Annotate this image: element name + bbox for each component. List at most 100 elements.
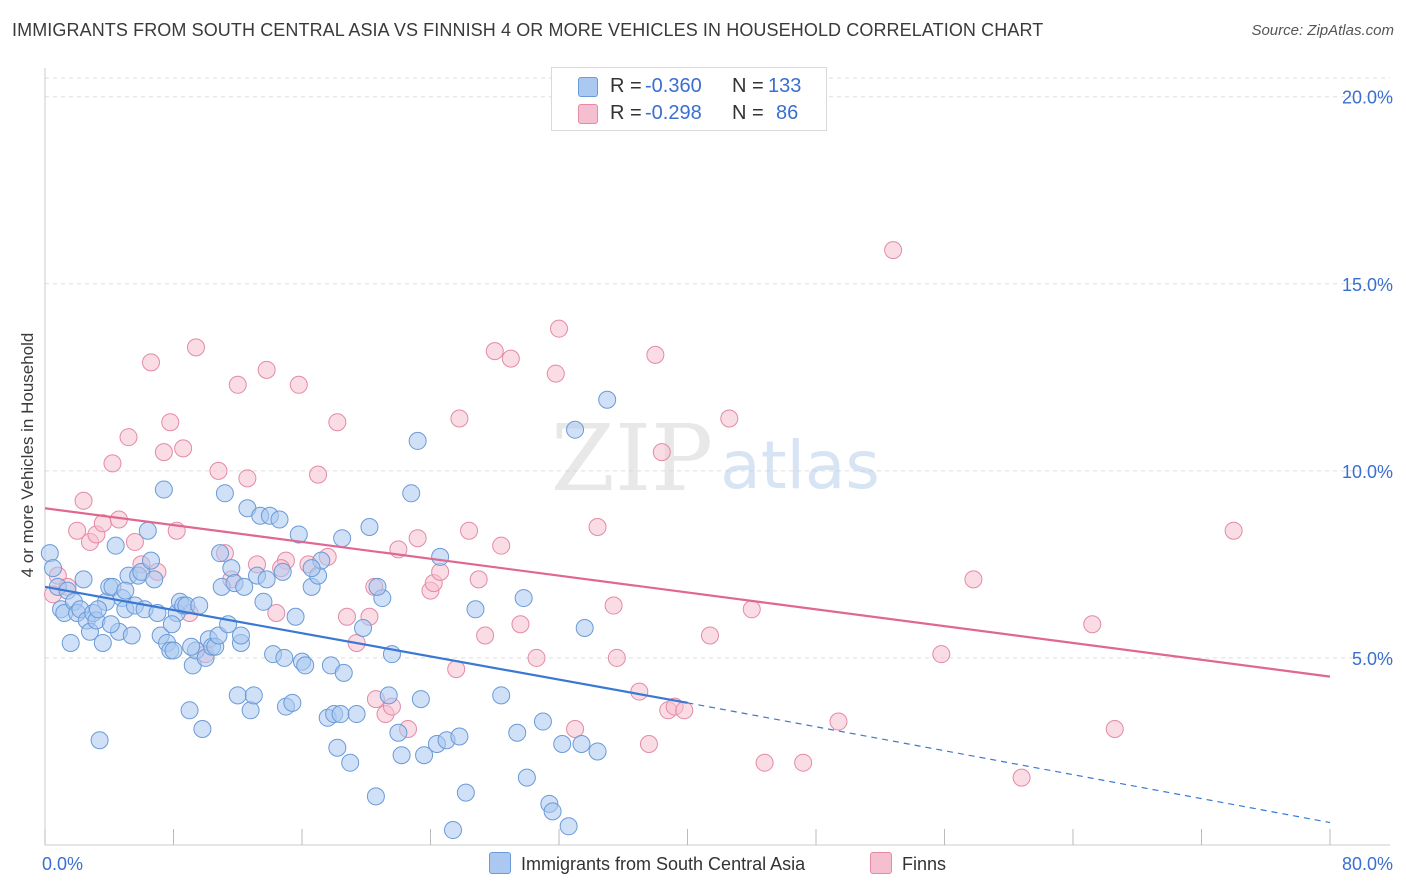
south-central-asia-point	[211, 544, 230, 563]
finns-point	[154, 443, 173, 462]
south-central-asia-point	[142, 551, 161, 570]
south-central-asia-point	[286, 607, 305, 626]
south-central-asia-point	[101, 615, 120, 634]
south-central-asia-point	[61, 633, 80, 652]
finns-point	[652, 443, 671, 462]
stat-r-value: -0.360	[645, 75, 702, 97]
south-central-asia-point	[368, 577, 387, 596]
stats-box: R = -0.360 N = 133 R = -0.298 N = 86	[551, 67, 827, 131]
finns-point	[639, 734, 658, 753]
south-central-asia-point	[553, 734, 572, 753]
tick-labels: 5.0% 10.0% 15.0% 20.0% 0.0% 80.0%	[42, 88, 1393, 874]
south-central-asia-point	[415, 746, 434, 765]
stat-n-label: N =	[732, 102, 764, 124]
legend-swatch-blue	[489, 852, 511, 874]
finns-point	[588, 517, 607, 536]
finns-point	[794, 753, 813, 772]
south-central-asia-point	[296, 656, 315, 675]
south-central-asia-point	[334, 663, 353, 682]
stat-n-label: N =	[732, 75, 764, 97]
finns-point	[646, 345, 665, 364]
south-central-asia-point	[328, 738, 347, 757]
south-central-asia-point	[431, 547, 450, 566]
south-central-asia-point	[244, 686, 263, 705]
south-central-asia-point	[93, 633, 112, 652]
south-central-asia-point	[215, 484, 234, 503]
legend-label: Finns	[902, 854, 947, 874]
south-central-asia-point	[366, 787, 385, 806]
finns-point	[476, 626, 495, 645]
south-central-asia-point	[341, 753, 360, 772]
watermark-atlas: atlas	[720, 427, 880, 504]
finns-point	[511, 615, 530, 634]
stats-row-pink: R = -0.298 N = 86	[552, 102, 826, 126]
south-central-asia-point	[492, 686, 511, 705]
legend-item-south-central-asia[interactable]: Immigrants from South Central Asia	[489, 852, 805, 876]
finns-point	[607, 648, 626, 667]
south-central-asia-point	[533, 712, 552, 731]
south-central-asia-point	[228, 686, 247, 705]
legend-label: Immigrants from South Central Asia	[521, 854, 806, 874]
finns-point	[125, 532, 144, 551]
blue-swatch	[578, 77, 598, 97]
finns-point	[932, 645, 951, 664]
south-central-asia-point	[235, 577, 254, 596]
south-central-asia-point	[514, 589, 533, 608]
finns-point	[257, 360, 276, 379]
south-central-asia-point	[575, 618, 594, 637]
stats-row-blue: R = -0.360 N = 133	[552, 75, 826, 99]
south-central-asia-point	[450, 727, 469, 746]
south-central-asia-point	[333, 529, 352, 548]
finns-point	[1083, 615, 1102, 634]
finns-point	[492, 536, 511, 555]
south-central-asia-point	[90, 731, 109, 750]
finns-point	[209, 461, 228, 480]
finns-point	[328, 413, 347, 432]
finns-point	[186, 338, 205, 357]
south-central-asia-point	[164, 641, 183, 660]
finns-point	[550, 319, 568, 338]
finns-point	[450, 409, 469, 428]
south-central-asia-point	[289, 525, 308, 544]
finns-point	[720, 409, 739, 428]
finns-point	[630, 682, 649, 701]
south-central-asia-point	[106, 536, 125, 555]
south-central-asia-point	[559, 817, 578, 836]
south-central-asia-point	[572, 734, 591, 753]
legend-item-finns[interactable]: Finns	[870, 852, 946, 876]
stat-n-value: 86	[776, 102, 799, 124]
south-central-asia-point	[122, 626, 141, 645]
south-central-asia-point	[302, 559, 321, 578]
south-central-asia-trend-line	[44, 585, 688, 704]
south-central-asia-point	[257, 570, 276, 589]
finns-point	[431, 562, 450, 581]
south-central-asia-point	[180, 701, 199, 720]
south-central-asia-point	[89, 600, 108, 619]
south-central-asia-point	[347, 705, 366, 724]
south-central-asia-point	[456, 783, 475, 802]
finns-point	[604, 596, 623, 615]
south-central-asia-point	[190, 596, 209, 615]
y-tick-label: 5.0%	[1352, 649, 1393, 669]
south-central-asia-trend-extension	[687, 702, 1331, 824]
finns-point	[1105, 720, 1124, 739]
south-central-asia-point	[40, 544, 59, 563]
south-central-asia-point	[275, 648, 294, 667]
stat-n-value: 133	[768, 75, 802, 97]
finns-point	[337, 607, 356, 626]
y-tick-label: 10.0%	[1342, 462, 1393, 482]
south-central-asia-point	[379, 686, 398, 705]
finns-point	[566, 720, 585, 739]
pink-swatch	[578, 104, 598, 124]
south-central-asia-point	[588, 742, 607, 761]
south-central-asia-point	[402, 484, 421, 503]
south-central-asia-point	[138, 521, 157, 540]
finns-point	[755, 753, 774, 772]
finns-point	[309, 465, 328, 484]
finns-point	[501, 349, 520, 368]
south-central-asia-point	[508, 723, 527, 742]
finns-point	[119, 428, 138, 447]
finns-point	[103, 454, 122, 473]
finns-point	[742, 600, 761, 619]
finns-point	[142, 353, 161, 372]
